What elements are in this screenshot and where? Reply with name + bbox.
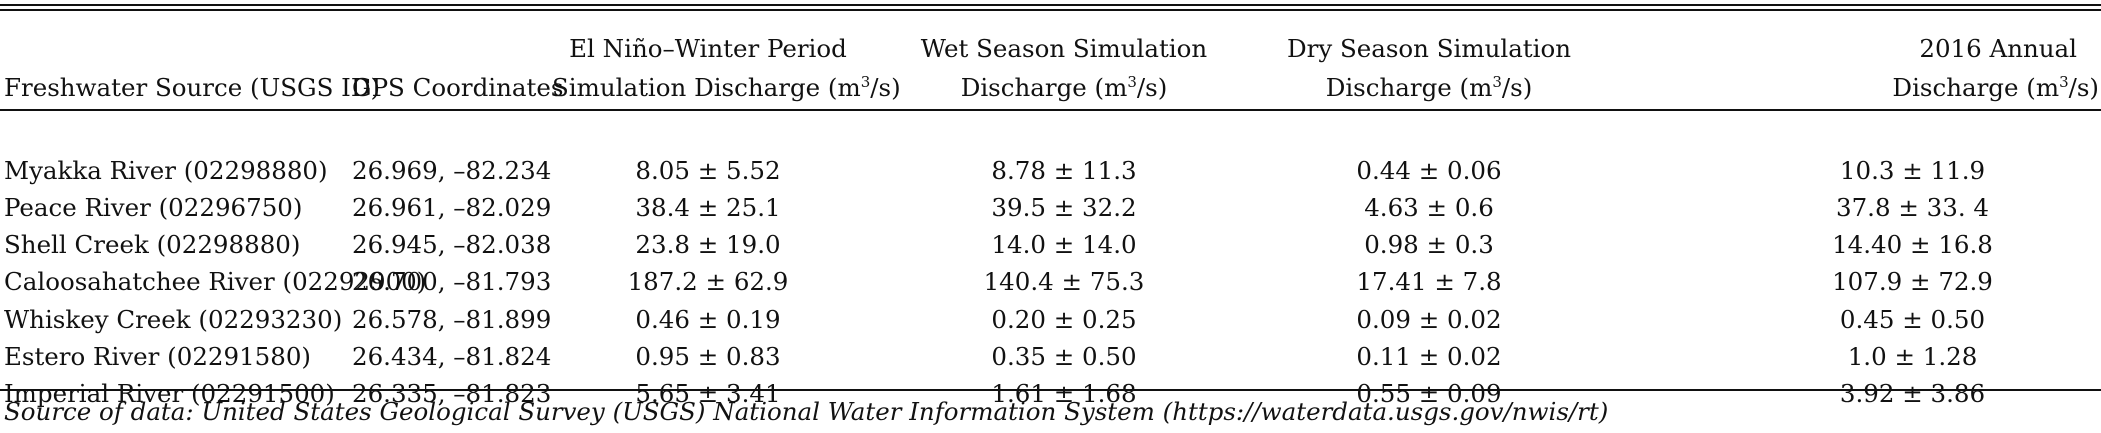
cell-dry-season: 0.09 ± 0.02 bbox=[1356, 304, 1502, 334]
cell-dry-season: 4.63 ± 0.6 bbox=[1364, 193, 1494, 223]
cell-annual: 107.9 ± 72.9 bbox=[1832, 267, 1993, 297]
bottom-rule bbox=[0, 389, 2101, 391]
header-wet-season-discharge: Wet Season Simulation Discharge (m3/s) bbox=[864, 13, 1264, 113]
header-line2: Discharge (m3/s) bbox=[1892, 72, 2099, 102]
cell-source: Caloosahatchee River (02292900) bbox=[4, 267, 427, 297]
cell-el-nino: 8.05 ± 5.52 bbox=[635, 156, 781, 186]
header-line2: Discharge (m3/s) bbox=[960, 72, 1168, 102]
cell-wet-season: 14.0 ± 14.0 bbox=[991, 230, 1137, 260]
cell-gps: 26.969, –82.234 bbox=[352, 156, 552, 186]
header-el-nino-discharge: El Niño–Winter Period Simulation Dischar… bbox=[552, 13, 901, 113]
header-rule bbox=[0, 109, 2101, 111]
cell-source: Estero River (02291580) bbox=[4, 341, 311, 371]
table-row: Estero River (02291580) 26.434, –81.824 … bbox=[0, 338, 2101, 375]
header-label: GPS Coordinates bbox=[352, 73, 564, 102]
cell-el-nino: 5.65 ± 3.41 bbox=[635, 378, 781, 408]
header-dry-season-discharge: Dry Season Simulation Discharge (m3/s) bbox=[1264, 13, 1594, 113]
cell-annual: 10.3 ± 11.9 bbox=[1839, 156, 1986, 186]
cell-annual: 3.92 ± 3.86 bbox=[1839, 378, 1986, 408]
cell-dry-season: 0.44 ± 0.06 bbox=[1356, 156, 1502, 186]
header-freshwater-source: Freshwater Source (USGS ID) bbox=[0, 13, 380, 113]
cell-wet-season: 140.4 ± 75.3 bbox=[983, 267, 1145, 297]
cell-wet-season: 1.61 ± 1.68 bbox=[991, 378, 1137, 408]
header-line1: El Niño–Winter Period bbox=[569, 34, 847, 63]
source-footnote: Source of data: United States Geological… bbox=[4, 397, 1609, 426]
cell-wet-season: 8.78 ± 11.3 bbox=[991, 156, 1137, 186]
header-gps-coordinates: GPS Coordinates bbox=[352, 13, 563, 113]
cell-el-nino: 0.95 ± 0.83 bbox=[635, 341, 781, 371]
header-line2: Simulation Discharge (m3/s) bbox=[552, 72, 901, 102]
cell-source: Peace River (02296750) bbox=[4, 193, 303, 223]
cell-dry-season: 0.11 ± 0.02 bbox=[1356, 341, 1502, 371]
header-row: Freshwater Source (USGS ID) GPS Coordina… bbox=[0, 13, 2101, 113]
cell-wet-season: 39.5 ± 32.2 bbox=[991, 193, 1137, 223]
header-line2: Discharge (m3/s) bbox=[1325, 72, 1533, 102]
cell-dry-season: 0.98 ± 0.3 bbox=[1364, 230, 1494, 260]
header-line1: Wet Season Simulation bbox=[920, 34, 1208, 63]
cell-el-nino: 187.2 ± 62.9 bbox=[627, 267, 789, 297]
cell-annual: 0.45 ± 0.50 bbox=[1839, 304, 1986, 334]
cell-el-nino: 0.46 ± 0.19 bbox=[635, 304, 781, 334]
header-2016-annual-discharge: 2016 Annual Discharge (m3/s) bbox=[1594, 13, 2101, 113]
cell-gps: 26.434, –81.824 bbox=[352, 341, 552, 371]
cell-source: Whiskey Creek (02293230) bbox=[4, 304, 343, 334]
table-row: Peace River (02296750) 26.961, –82.029 3… bbox=[0, 189, 2101, 226]
cell-gps: 26.700, –81.793 bbox=[352, 267, 552, 297]
cell-wet-season: 0.20 ± 0.25 bbox=[991, 304, 1137, 334]
table-row: Whiskey Creek (02293230) 26.578, –81.899… bbox=[0, 300, 2101, 337]
cell-source: Imperial River (02291500) bbox=[4, 378, 335, 408]
table-row: Shell Creek (02298880) 26.945, –82.038 2… bbox=[0, 226, 2101, 263]
cell-el-nino: 38.4 ± 25.1 bbox=[635, 193, 781, 223]
header-label: Freshwater Source (USGS ID) bbox=[4, 73, 381, 102]
cell-gps: 26.335, –81.823 bbox=[352, 378, 552, 408]
cell-source: Shell Creek (02298880) bbox=[4, 230, 301, 260]
cell-wet-season: 0.35 ± 0.50 bbox=[991, 341, 1137, 371]
top-rule-inner bbox=[0, 9, 2101, 11]
cell-gps: 26.578, –81.899 bbox=[352, 304, 552, 334]
discharge-table: Freshwater Source (USGS ID) GPS Coordina… bbox=[0, 13, 2101, 412]
cell-dry-season: 17.41 ± 7.8 bbox=[1356, 267, 1502, 297]
header-line1: Dry Season Simulation bbox=[1286, 34, 1572, 63]
cell-annual: 1.0 ± 1.28 bbox=[1847, 341, 1978, 371]
cell-el-nino: 23.8 ± 19.0 bbox=[635, 230, 781, 260]
cell-gps: 26.961, –82.029 bbox=[352, 193, 552, 223]
cell-gps: 26.945, –82.038 bbox=[352, 230, 552, 260]
cell-source: Myakka River (02298880) bbox=[4, 156, 328, 186]
cell-annual: 14.40 ± 16.8 bbox=[1832, 230, 1993, 260]
table-row: Caloosahatchee River (02292900) 26.700, … bbox=[0, 263, 2101, 300]
table-row: Imperial River (02291500) 26.335, –81.82… bbox=[0, 375, 2101, 412]
header-line1: 2016 Annual bbox=[1919, 34, 2077, 63]
table-row: Myakka River (02298880) 26.969, –82.234 … bbox=[0, 152, 2101, 189]
cell-dry-season: 0.55 ± 0.09 bbox=[1356, 378, 1502, 408]
top-rule-outer bbox=[0, 4, 2101, 6]
cell-annual: 37.8 ± 33. 4 bbox=[1836, 193, 1989, 223]
